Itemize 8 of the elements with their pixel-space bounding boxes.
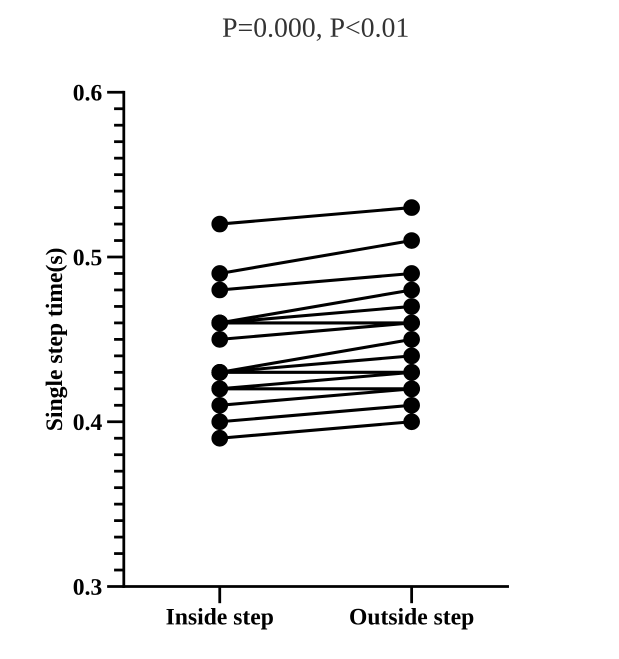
chart-title: P=0.000, P<0.01 (222, 18, 408, 41)
x-tick-label: Outside step (350, 608, 474, 630)
y-axis-title: Single step time(s) (46, 248, 68, 430)
y-tick-label: 0.4 (74, 414, 102, 430)
y-tick-label: 0.3 (74, 579, 102, 596)
x-tick-label: Inside step (166, 608, 273, 630)
y-tick-label: 0.5 (74, 250, 102, 266)
y-tick-label: 0.6 (74, 84, 102, 101)
